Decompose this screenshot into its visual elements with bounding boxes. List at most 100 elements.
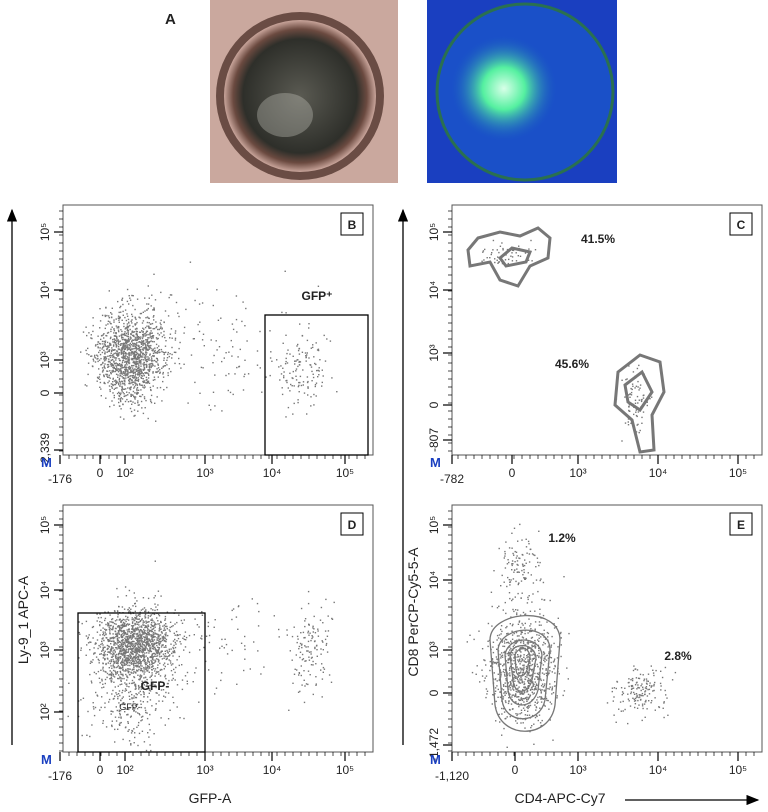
event-dot (211, 339, 212, 340)
event-dot (245, 308, 246, 309)
event-dot (552, 740, 553, 741)
event-dot (153, 348, 154, 349)
event-dot (514, 645, 515, 646)
event-dot (145, 382, 146, 383)
event-dot (517, 668, 518, 669)
event-dot (535, 676, 536, 677)
event-dot (115, 365, 116, 366)
event-dot (159, 615, 160, 616)
event-dot (322, 382, 323, 383)
event-dot (115, 686, 116, 687)
event-dot (318, 370, 319, 371)
event-dot (299, 657, 300, 658)
event-dot (128, 635, 129, 636)
event-dot (134, 630, 135, 631)
event-dot (270, 357, 271, 358)
event-dot (127, 347, 128, 348)
event-dot (270, 375, 271, 376)
event-dot (307, 386, 308, 387)
event-dot (143, 632, 144, 633)
event-dot (173, 640, 174, 641)
event-dot (175, 643, 176, 644)
event-dot (546, 700, 547, 701)
event-dot (151, 705, 152, 706)
y-axis-label: Ly-9_1 APC-A (15, 575, 31, 664)
event-dot (532, 692, 533, 693)
event-dot (132, 634, 133, 635)
event-dot (305, 646, 306, 647)
event-dot (163, 654, 164, 655)
event-dot (310, 653, 311, 654)
event-dot (131, 643, 132, 644)
event-dot (313, 694, 314, 695)
event-dot (510, 256, 511, 257)
event-dot (311, 664, 312, 665)
event-dot (131, 314, 132, 315)
event-dot (132, 661, 133, 662)
event-dot (132, 680, 133, 681)
event-dot (132, 395, 133, 396)
event-dot (137, 712, 138, 713)
event-dot (116, 660, 117, 661)
event-dot (131, 732, 132, 733)
event-dot (183, 649, 184, 650)
event-dot (153, 307, 154, 308)
event-dot (125, 358, 126, 359)
event-dot (110, 329, 111, 330)
event-dot (150, 660, 151, 661)
event-dot (117, 638, 118, 639)
event-dot (142, 385, 143, 386)
event-dot (108, 377, 109, 378)
event-dot (491, 625, 492, 626)
event-dot (517, 654, 518, 655)
event-dot (95, 361, 96, 362)
event-dot (510, 683, 511, 684)
y-tick-label: 10² (38, 703, 52, 720)
event-dot (133, 665, 134, 666)
event-dot (98, 368, 99, 369)
event-dot (121, 300, 122, 301)
event-dot (123, 670, 124, 671)
event-dot (185, 309, 186, 310)
event-dot (90, 642, 91, 643)
event-dot (111, 713, 112, 714)
event-dot (534, 673, 535, 674)
panel-label: D (348, 518, 357, 532)
event-dot (99, 614, 100, 615)
event-dot (102, 723, 103, 724)
event-dot (199, 322, 200, 323)
event-dot (112, 308, 113, 309)
event-dot (178, 316, 179, 317)
event-dot (165, 696, 166, 697)
event-dot (112, 379, 113, 380)
event-dot (309, 652, 310, 653)
event-dot (497, 249, 498, 250)
event-dot (133, 348, 134, 349)
event-dot (137, 363, 138, 364)
event-dot (125, 586, 126, 587)
event-dot (116, 720, 117, 721)
event-dot (144, 615, 145, 616)
event-dot (533, 654, 534, 655)
event-dot (544, 630, 545, 631)
event-dot (197, 289, 198, 290)
event-dot (315, 663, 316, 664)
event-dot (209, 642, 210, 643)
event-dot (232, 610, 233, 611)
event-dot (123, 347, 124, 348)
event-dot (115, 363, 116, 364)
event-dot (641, 399, 642, 400)
event-dot (110, 625, 111, 626)
event-dot (142, 354, 143, 355)
event-dot (127, 731, 128, 732)
event-dot (103, 369, 104, 370)
event-dot (146, 309, 147, 310)
event-dot (495, 691, 496, 692)
event-dot (132, 401, 133, 402)
event-dot (125, 401, 126, 402)
event-dot (144, 380, 145, 381)
event-dot (139, 650, 140, 651)
event-dot (132, 377, 133, 378)
event-dot (213, 392, 214, 393)
event-dot (121, 661, 122, 662)
